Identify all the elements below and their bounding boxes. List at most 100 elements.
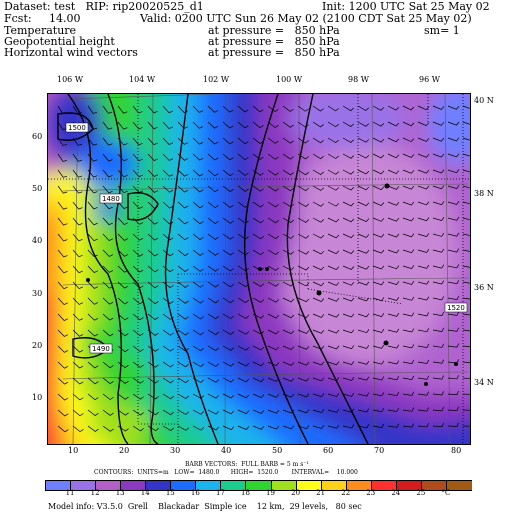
wind-barb xyxy=(267,201,279,208)
wind-barb xyxy=(177,281,189,288)
wind-barb xyxy=(357,121,370,127)
colorbar-label: 12 xyxy=(90,489,100,497)
wind-barb xyxy=(162,281,174,289)
wind-barb xyxy=(237,217,249,224)
wind-barb xyxy=(117,121,128,130)
wind-barb xyxy=(177,121,188,129)
wind-barb xyxy=(57,249,68,258)
y-tick-30: 30 xyxy=(32,289,43,298)
wind-barb xyxy=(207,425,220,431)
wind-barb xyxy=(312,233,325,239)
wind-barb xyxy=(372,281,385,286)
wind-barb xyxy=(72,329,84,337)
wind-barb xyxy=(417,343,430,349)
wind-barb xyxy=(57,153,68,162)
x-tick-70: 70 xyxy=(374,446,385,455)
wind-barb xyxy=(252,329,265,335)
wind-barb xyxy=(102,393,114,400)
wind-barb xyxy=(207,361,220,367)
wind-barb xyxy=(117,377,129,384)
wind-barb xyxy=(132,233,144,241)
wind-barb xyxy=(297,265,310,271)
wind-barb xyxy=(102,249,114,257)
wind-barb xyxy=(312,393,325,398)
wind-barb xyxy=(267,361,280,367)
wind-barb xyxy=(57,361,69,369)
wind-barb xyxy=(117,249,129,257)
wind-barb xyxy=(402,265,415,269)
wind-barb xyxy=(432,280,445,285)
wind-barb xyxy=(117,361,129,368)
wind-barb xyxy=(357,265,370,270)
wind-barb xyxy=(177,425,190,431)
wind-barb xyxy=(432,121,445,126)
map-panel: 1500 1480 1490 1520 xyxy=(47,93,471,445)
wind-barb xyxy=(222,425,235,431)
wind-barb xyxy=(177,153,189,161)
wind-barb xyxy=(372,392,385,397)
wind-barb xyxy=(312,265,325,271)
wind-barb xyxy=(162,361,174,368)
wind-barb xyxy=(132,329,144,337)
wind-barb xyxy=(387,265,400,270)
wind-barb xyxy=(462,169,470,173)
wind-barb xyxy=(207,345,219,351)
model-info: Model info: V3.5.0 Grell Blackadar Simpl… xyxy=(48,502,362,511)
x-tick-10: 10 xyxy=(68,446,79,455)
contour-label-1480: 1480 xyxy=(102,195,120,203)
colorbar-label: 13 xyxy=(115,489,125,497)
wind-barb xyxy=(282,153,294,160)
wind-barbs xyxy=(57,105,470,433)
wind-barb xyxy=(447,200,460,205)
wind-barb xyxy=(402,391,415,396)
wind-barb xyxy=(447,295,460,301)
contour-label-1520: 1520 xyxy=(447,304,465,312)
wind-barb xyxy=(192,377,205,383)
wind-barb xyxy=(327,169,340,175)
wind-barb xyxy=(282,409,295,414)
wind-barb xyxy=(282,313,295,319)
wind-barb xyxy=(357,249,370,254)
wind-barb xyxy=(237,105,249,113)
wind-barb xyxy=(132,393,144,400)
wind-barb xyxy=(147,313,159,320)
wind-barb xyxy=(312,153,324,160)
wind-barb xyxy=(162,345,174,352)
wind-barb xyxy=(387,105,400,111)
wind-barb xyxy=(117,425,129,432)
wind-barb xyxy=(207,265,219,272)
wind-barb xyxy=(327,408,340,413)
wind-barb xyxy=(177,361,189,368)
wind-barb xyxy=(432,217,445,221)
wind-barb xyxy=(252,281,265,287)
wind-barb xyxy=(462,249,470,252)
wind-barb xyxy=(237,297,249,303)
wind-barb xyxy=(192,345,204,352)
wind-barb xyxy=(402,137,415,143)
wind-barb xyxy=(132,153,143,162)
wind-barb xyxy=(267,313,280,319)
wind-barb xyxy=(357,313,370,318)
wind-barb xyxy=(117,169,128,178)
wind-barb xyxy=(387,233,400,238)
wind-barb xyxy=(267,297,280,303)
colorbar-cell xyxy=(220,480,247,491)
contour-label-1500: 1500 xyxy=(68,124,86,132)
wind-barb xyxy=(87,297,99,305)
wind-barb xyxy=(297,393,310,398)
wind-barb xyxy=(72,377,84,385)
wind-barb xyxy=(297,345,310,350)
colorbar-label: °C xyxy=(441,489,451,497)
wind-barb xyxy=(147,153,158,162)
wind-barb xyxy=(102,137,113,146)
wind-barb xyxy=(372,185,385,191)
wind-barb xyxy=(222,185,234,192)
wind-barb xyxy=(147,329,159,336)
wind-barb xyxy=(192,361,204,368)
wind-barb xyxy=(237,233,249,240)
wind-barb xyxy=(192,137,204,145)
wind-barb xyxy=(462,425,470,427)
wind-barb xyxy=(417,312,430,317)
wind-barb xyxy=(87,313,99,321)
wind-barb xyxy=(327,377,340,382)
